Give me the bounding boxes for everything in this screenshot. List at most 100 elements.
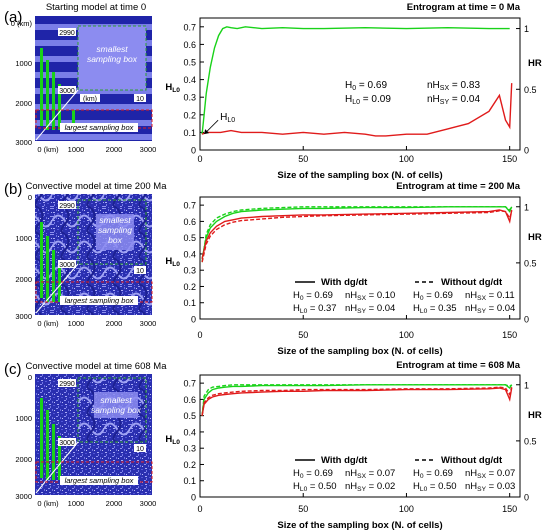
series-line-green-solid [201,26,510,135]
inset-right-label: 10 [136,96,144,103]
stat-text: nHSY = 0.04 [345,303,395,315]
map-y-tick: 1000 [15,234,32,243]
map-y-tick: 2000 [15,455,32,464]
smallest-label-bg [96,214,134,250]
map-y-tick: 0 (km) [11,19,33,28]
stat-text: nHSY = 0.02 [345,481,395,493]
inset-mid-label: (km) [83,96,97,103]
column-sample [40,398,43,478]
legend-label: Without dg/dt [441,277,503,288]
x-tick-label: 0 [197,330,202,340]
map-y-tick: 2000 [15,99,32,108]
map-x-tick: 0 (km) [37,145,59,154]
zoom-line [35,441,79,494]
panel-label: (c) [4,361,22,378]
map-axes: 0 1000 2000 3000 0 (km) 1000 2000 3000 [15,373,156,508]
map-x-tick: 3000 [140,499,157,508]
y-tick-label: 0.4 [183,249,196,259]
y-tick-label: 0.1 [183,298,196,308]
model-map: smallest sampling box 2990 3000 (km) 10 … [35,16,153,141]
zoom-line [35,89,79,141]
map-x-tick: 1000 [68,319,85,328]
inset-label-bg [58,201,76,209]
stat-text: nHSX = 0.07 [465,468,515,480]
right-tick-label: 0.5 [524,436,537,446]
plot-frame [199,196,521,320]
y-tick-label: 0.6 [183,395,196,405]
stat-text: H0 = 0.69 [293,468,333,480]
y-tick-label: 0 [191,146,196,156]
map-y-tick: 3000 [15,312,32,321]
series-line-red-dashed [201,210,513,263]
inset-right-label: 10 [136,268,144,275]
x-tick-label: 100 [399,504,414,514]
map-stripe [35,104,152,110]
inset-label-bg [58,438,76,446]
series-line-red-dashed [201,386,513,416]
column-sample [52,250,55,302]
inset-bottom-label: 3000 [59,262,75,269]
annotation-label: HL0 [220,112,235,124]
y-tick-label: 0.3 [183,444,196,454]
right-tick-label: 0.5 [524,258,537,268]
plot-frame [199,374,521,498]
map-stripe [35,88,152,94]
inset-top-label: 2990 [59,381,75,388]
smallest-label: sampling box [87,54,138,64]
series-line-red-solid [201,83,513,137]
inset-label-bg [134,444,146,452]
legend-label: With dg/dt [321,455,368,466]
stat-text: HL0 = 0.35 [413,303,457,315]
series-line-red-solid [201,209,513,259]
inset-right-label: 10 [136,446,144,453]
map-x-tick: 0 (km) [37,499,59,508]
y-tick-label: 0.7 [183,379,196,389]
map-x-tick: 1000 [68,499,85,508]
map-y-tick: 1000 [15,59,32,68]
stat-text: HL0 = 0.50 [293,481,337,493]
y-axis-label: HL0 [165,434,180,446]
smallest-sampling-box-inset [77,25,147,91]
inset-label-bg [58,28,76,36]
inset-label-bg [80,94,100,102]
stat-text: HL0 = 0.37 [293,303,337,315]
map-axes: 0 1000 2000 3000 0 (km) 1000 2000 3000 [15,193,156,328]
y-tick-label: 0.7 [183,201,196,211]
legend-label: With dg/dt [321,277,368,288]
largest-sampling-box [35,461,153,483]
x-tick-label: 150 [502,154,517,164]
stat-text: H0 = 0.69 [345,80,387,92]
y-tick-label: 0.1 [183,476,196,486]
column-sample [46,60,49,130]
largest-label-bg [60,296,138,305]
y-tick-label: 0.7 [183,22,196,32]
inset-bottom-label: 3000 [59,88,75,95]
right-tick-label: 0.5 [524,85,537,95]
stat-text: HL0 = 0.09 [345,94,391,106]
smallest-label: smallest [96,44,128,54]
inset-label-bg [58,86,76,94]
smallest-label: smallest [100,395,132,405]
annotation-arrowhead [204,129,210,135]
stat-text: nHSX = 0.07 [345,468,395,480]
model-title: Convective model at time 200 Ma [26,181,168,192]
column-sample [58,262,61,302]
chart-title: Entrogram at time = 0 Ma [407,2,521,13]
y-tick-label: 0.5 [183,233,196,243]
right-axis-label: HR [528,58,542,69]
stat-text: H0 = 0.69 [413,468,453,480]
series-line-green-dashed [201,384,513,416]
right-tick-label: 0 [524,315,529,325]
inset-label-bg [58,379,76,387]
panel-a: (a) Starting model at time 0 smallest sa… [4,2,542,181]
inset-label-bg [134,94,146,102]
map-x-tick: 0 (km) [37,319,59,328]
smallest-label-bg [94,392,138,418]
x-axis-label: Size of the sampling box (N. of cells) [277,520,442,531]
right-tick-label: 1 [524,380,529,390]
smallest-label: sampling box [91,405,142,415]
model-map: smallest sampling box 2990 3000 10 large… [35,194,153,315]
y-tick-label: 0.4 [183,75,196,85]
map-x-tick: 2000 [106,319,123,328]
x-tick-label: 100 [399,330,414,340]
